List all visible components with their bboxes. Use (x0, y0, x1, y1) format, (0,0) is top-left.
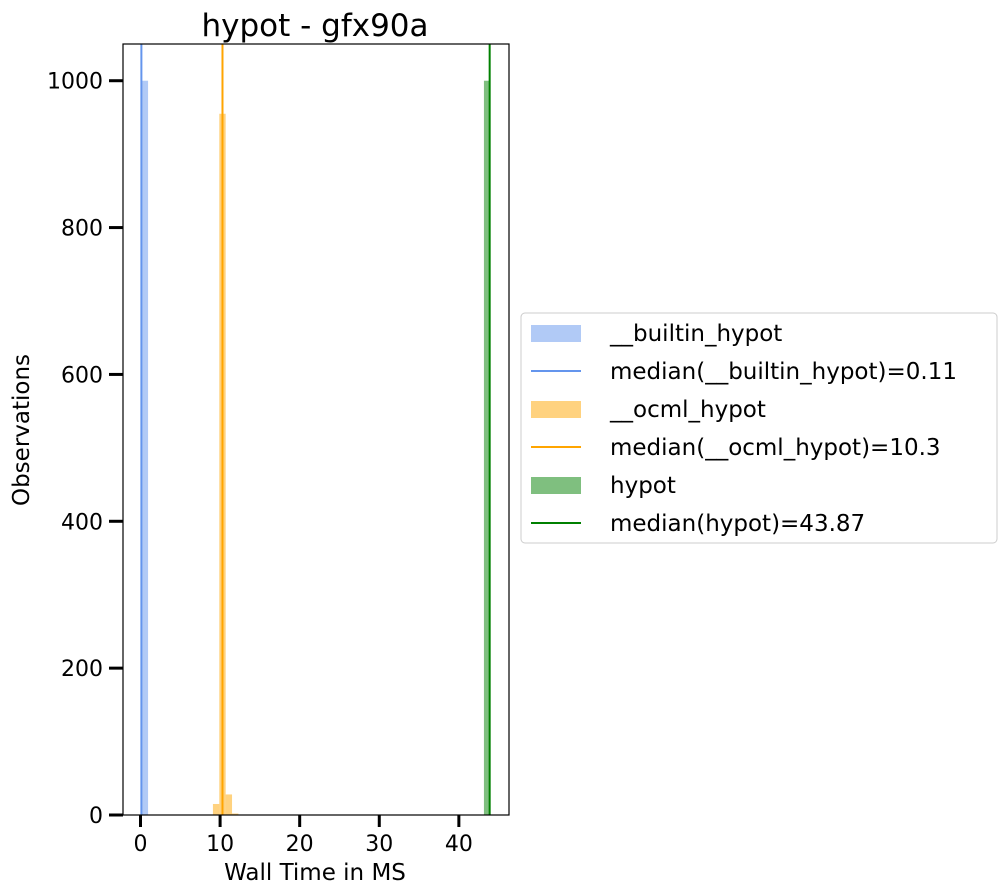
plot-frame (122, 43, 510, 816)
legend-median-label-0: median(__builtin_hypot)=0.11 (610, 359, 957, 385)
y-tick-label-2: 400 (61, 510, 103, 535)
y-axis-label: Observations (9, 354, 35, 506)
histogram-bar-1-0 (212, 803, 220, 815)
histogram-bar-2-0 (483, 80, 490, 815)
legend-items: __builtin_hypot median(__builtin_hypot)=0… (531, 321, 957, 537)
legend-median-label-2: median(hypot)=43.87 (610, 511, 865, 537)
x-axis-ticks: 0 10 20 30 40 (134, 815, 473, 857)
y-tick-label-4: 800 (61, 217, 103, 242)
bars-layer (141, 80, 490, 815)
histogram-bar-1-2 (225, 794, 233, 815)
legend-median-label-1: median(__ocml_hypot)=10.3 (610, 435, 941, 461)
histogram-bar-1-3 (232, 813, 239, 815)
y-axis-ticks: 0 200 400 600 800 1000 (47, 70, 123, 829)
x-tick-label-1: 10 (206, 832, 234, 857)
y-tick-label-1: 200 (61, 657, 103, 682)
x-tick-label-2: 20 (286, 832, 314, 857)
histogram-bar-0-0 (141, 80, 149, 815)
legend-swatch-2 (531, 477, 581, 494)
legend-label-1: __ocml_hypot (609, 397, 766, 423)
x-tick-label-0: 0 (134, 832, 148, 857)
chart-title: hypot - gfx90a (201, 8, 428, 44)
legend-swatch-1 (531, 401, 581, 418)
legend: __builtin_hypot median(__builtin_hypot)=0… (520, 312, 998, 544)
x-tick-label-3: 30 (365, 832, 393, 857)
legend-swatch-0 (531, 325, 581, 342)
x-axis-label: Wall Time in MS (224, 860, 406, 886)
y-tick-label-0: 0 (89, 804, 103, 829)
y-tick-label-5: 1000 (47, 70, 103, 95)
legend-label-2: hypot (610, 473, 676, 499)
legend-frame (520, 312, 998, 544)
y-tick-label-3: 600 (61, 363, 103, 388)
legend-label-0: __builtin_hypot (609, 321, 782, 347)
x-tick-label-4: 40 (445, 832, 473, 857)
median-lines-layer (140, 44, 491, 815)
